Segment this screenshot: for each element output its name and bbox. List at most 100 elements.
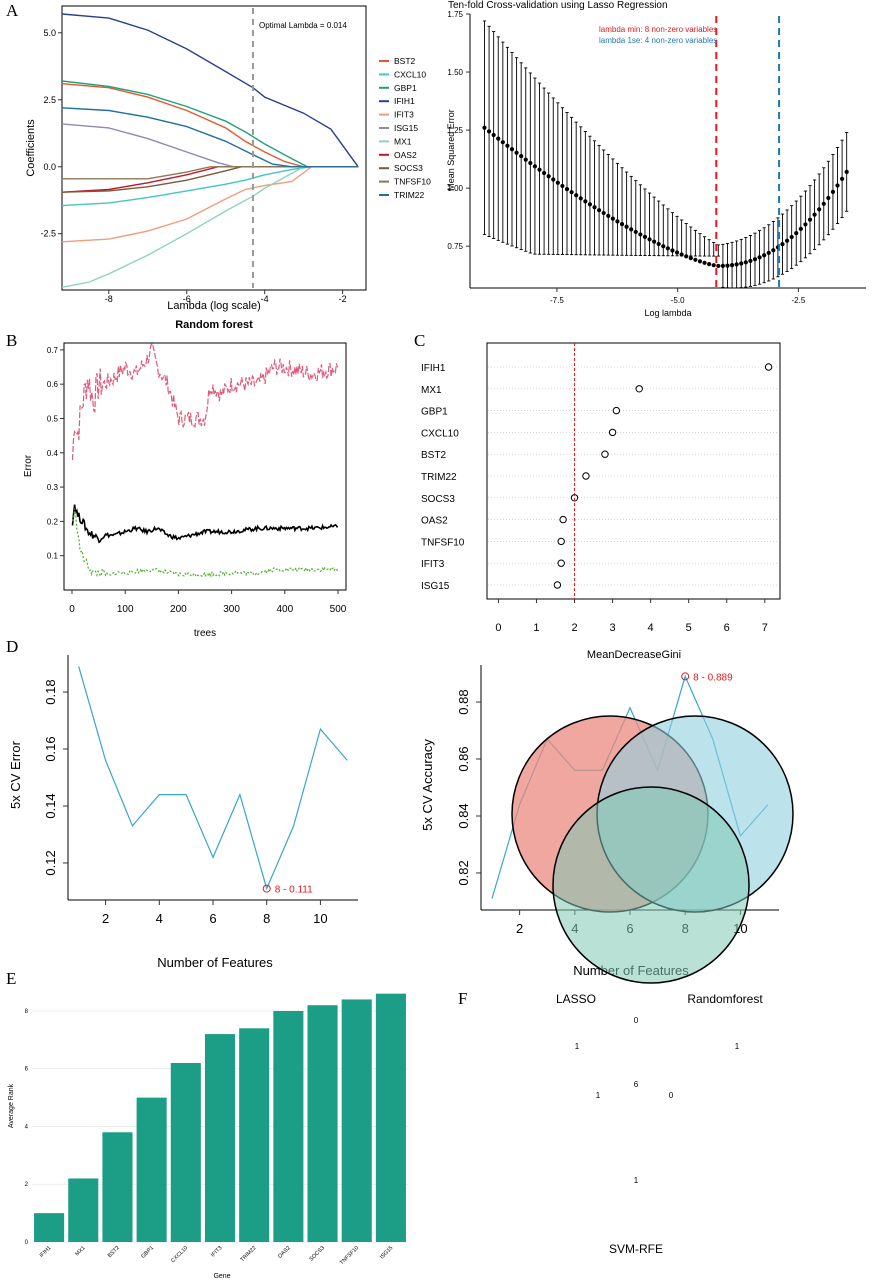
y-axis-title: 5x CV Accuracy	[420, 739, 435, 831]
x-axis-title: Log lambda	[644, 308, 691, 318]
cv-point	[587, 202, 593, 207]
bar-mx1	[68, 1178, 99, 1242]
count-lasso-randomforest: 0	[634, 1016, 639, 1025]
x-tick-label: BST2	[107, 1245, 121, 1259]
average-rank-bar-chart: IFIH1 MX1 BST2 GBP1 CXCL10 IFIT3 TRIM22 OAS2 SOC…	[8, 985, 408, 1280]
y-tick-label: 5.0	[43, 28, 56, 38]
x-tick-label: 300	[223, 604, 240, 615]
cv-point	[574, 193, 579, 198]
cv-point	[748, 258, 753, 264]
x-tick-label: -2	[339, 294, 347, 304]
cv-point	[578, 196, 583, 201]
set-label-svm-rfe: SVM-RFE	[609, 1242, 663, 1256]
axes: -8 -6 -4 -2 -2.5 0.0 2.5 5.0	[40, 28, 346, 304]
panel-label-a: A	[6, 1, 19, 20]
x-tick-label: 500	[330, 604, 347, 615]
y-tick-label: 0.2	[47, 517, 59, 526]
x-tick-label: 1	[533, 622, 539, 634]
cv-point	[546, 174, 551, 179]
gene-dotplot: IFIH1 MX1 GBP1 CXCL10 BST2 TRIM22 SOCS3 OAS2 TNF…	[421, 363, 779, 592]
cv-point	[817, 207, 822, 212]
count-randomforest-svm: 0	[669, 1091, 674, 1100]
cv-point	[486, 129, 492, 134]
cv-point	[505, 143, 510, 148]
error-curves	[71, 342, 339, 579]
x-axis-title: Lambda (log scale)	[167, 300, 261, 312]
gene-label: IFIH1	[421, 363, 446, 374]
cv-point	[803, 222, 808, 227]
importance-point	[635, 385, 643, 393]
importance-point	[559, 515, 567, 524]
plot-frame	[63, 342, 347, 591]
y-tick-label: -2.5	[40, 229, 56, 239]
y-tick-label: 2	[25, 1182, 29, 1188]
count-lasso-svm: 1	[596, 1091, 601, 1100]
cv-point	[629, 227, 634, 232]
x-tick-label: 100	[117, 604, 134, 615]
cv-point	[711, 263, 716, 268]
x-tick-label: 2	[571, 622, 577, 634]
y-axis-title: 5x CV Error	[8, 740, 23, 809]
y-tick-label: 0.18	[43, 679, 58, 704]
bar-isg15	[375, 993, 406, 1242]
importance-point	[553, 581, 562, 589]
x-tick-label: 6	[724, 622, 730, 634]
y-tick-label: 0.14	[43, 793, 58, 818]
cv-point	[624, 224, 629, 229]
bar-ifit3	[204, 1034, 236, 1242]
cv-point	[835, 183, 840, 188]
legend-label: CXCL10	[394, 69, 426, 79]
cv-point	[496, 136, 501, 141]
bar-ifih1	[34, 1213, 65, 1242]
svm-cv-error-chart: 8 - 0.111 2 4 6 8 10 0.12 0.14 0.16 0.18 Number …	[8, 655, 358, 970]
x-tick-label: 0	[495, 622, 501, 634]
cv-point	[592, 205, 597, 210]
metric-line	[78, 666, 348, 891]
gene-label: GBP1	[421, 407, 448, 418]
cv-point	[789, 234, 794, 240]
y-tick-label: 1.50	[447, 68, 463, 77]
set-label-randomforest: Randomforest	[687, 992, 763, 1006]
gene-label: TRIM22	[421, 472, 457, 483]
cv-point	[647, 237, 652, 242]
x-axis-title: Number of Features	[157, 955, 273, 970]
bar-trim22	[239, 1028, 270, 1242]
y-tick-label: 0.3	[47, 483, 59, 492]
legend-label: TNFSF10	[394, 177, 431, 187]
bar-oas2	[273, 1010, 304, 1242]
gene-label: MX1	[421, 385, 442, 396]
cv-point	[752, 257, 758, 262]
count-randomforest-only: 1	[735, 1042, 740, 1051]
cv-point	[519, 154, 524, 159]
y-tick-label: 0.5	[47, 414, 59, 423]
x-tick-label: -5.0	[671, 296, 685, 305]
cv-point	[491, 132, 496, 138]
cv-point	[569, 190, 574, 195]
gene-label: ISG15	[421, 581, 450, 592]
x-tick-label: 4	[156, 911, 163, 926]
x-tick-label: -4	[261, 294, 269, 304]
cv-point	[771, 248, 776, 253]
cv-point	[597, 208, 602, 213]
plot-frame	[486, 342, 781, 600]
chart-title: Random forest	[175, 319, 253, 331]
cv-point	[679, 252, 684, 257]
legend-label: IFIT3	[394, 110, 414, 120]
y-tick-label: 0.84	[456, 803, 471, 828]
y-tick-label: 0.7	[47, 346, 59, 355]
x-tick-label: -6	[183, 294, 191, 304]
y-axis-title: Mean Squared Error	[446, 109, 456, 191]
error-line: 8 - 0.111	[78, 666, 348, 896]
importance-point	[582, 472, 590, 480]
cv-point	[532, 164, 538, 169]
panel-label-c: C	[414, 331, 425, 350]
cv-point	[702, 260, 707, 265]
lasso-coefficient-chart: Optimal Lambda = 0.014 -8 -6 -4 -2 -2.5 0.0 2.…	[25, 5, 431, 312]
cv-point	[693, 257, 698, 262]
x-tick-label: SOCS3	[309, 1245, 326, 1262]
cv-point	[615, 219, 620, 224]
y-tick-label: 0.82	[456, 860, 471, 885]
bar-cxcl10	[170, 1062, 201, 1242]
cv-point	[762, 253, 767, 258]
cv-point	[633, 229, 638, 235]
